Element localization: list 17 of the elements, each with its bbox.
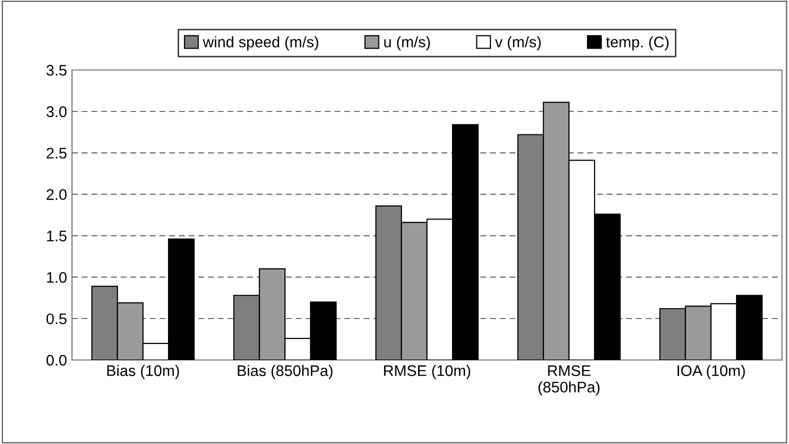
legend-label: v (m/s): [495, 36, 541, 50]
y-tick-label: 2.5: [46, 148, 66, 159]
x-tick-label: IOA (10m): [678, 364, 745, 380]
y-tick-label: 3.5: [46, 64, 66, 76]
y-tick-label: 0.0: [46, 354, 67, 366]
legend-label: u (m/s): [384, 36, 430, 50]
legend-label: wind speed (m/s): [202, 36, 318, 50]
x-tick-label: RMSE (10m): [384, 364, 470, 380]
y-tick-label: 3.0: [46, 106, 67, 118]
legend-label: temp. (C): [606, 36, 669, 50]
x-tick-label: RMSE (850hPa): [538, 365, 600, 396]
y-tick-label: 1.0: [47, 272, 67, 283]
x-tick-label: Bias (10m): [107, 364, 179, 380]
y-tick-label: 1.5: [47, 230, 66, 242]
x-tick-label: Bias (850hPa): [238, 364, 332, 380]
y-tick-label: 0.5: [46, 313, 66, 324]
y-tick-label: 2.0: [46, 189, 67, 200]
